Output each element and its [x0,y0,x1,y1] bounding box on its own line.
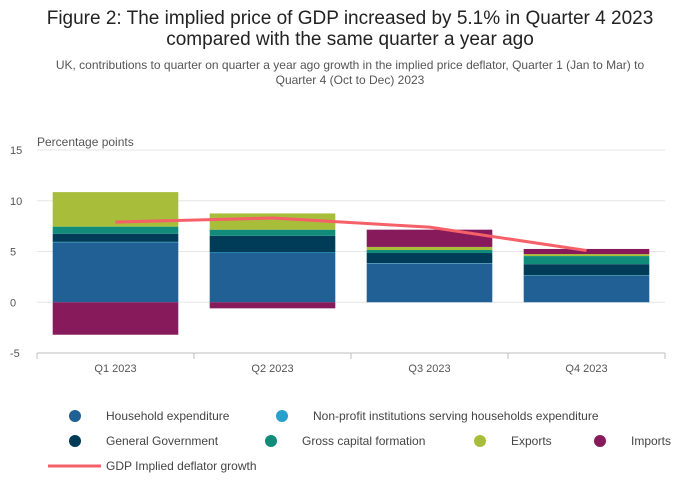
bar-gcf-q2-2023 [209,229,336,236]
legend-swatch-npish [276,410,288,422]
bar-gcf-q3-2023 [366,249,493,254]
bar-household-q2-2023 [209,252,336,303]
x-tick-label: Q2 2023 [251,363,293,375]
y-tick-label: 5 [10,247,16,259]
legend-swatch-exports [474,435,486,447]
y-tick-label: -5 [10,348,20,360]
x-tick-label: Q4 2023 [565,363,607,375]
bars [52,192,650,335]
legend-label-government: General Government [106,434,219,448]
bar-gcf-q4-2023 [523,256,650,265]
chart-title-line-2: compared with the same quarter a year ag… [166,29,534,50]
chart-subtitle-line-1: UK, contributions to quarter on quarter … [56,58,645,72]
bar-exports-q3-2023 [366,246,493,250]
bar-household-q4-2023 [523,275,650,303]
legend-label-deflator: GDP Implied deflator growth [106,459,257,473]
bar-government-q4-2023 [523,264,650,276]
legend-label-imports: Imports [631,434,671,448]
deflator-growth-line [115,216,587,252]
bar-imports-q1-2023 [52,302,179,335]
legend: Household expenditure Non-profit institut… [48,409,671,473]
bar-npish-q3-2023 [366,263,493,264]
bar-gcf-q1-2023 [52,226,179,234]
y-tick-label: 10 [10,196,22,208]
bar-household-q1-2023 [52,242,179,303]
x-tick-label: Q1 2023 [94,363,136,375]
bar-government-q3-2023 [366,253,493,264]
y-tick-label: 15 [10,145,22,157]
deflator-line-layer [115,216,587,252]
legend-label-gcf: Gross capital formation [302,434,425,448]
bar-government-q2-2023 [209,235,336,253]
chart-subtitle-line-2: Quarter 4 (Oct to Dec) 2023 [276,73,425,87]
chart-title-line-1: Figure 2: The implied price of GDP incre… [47,8,654,29]
x-axis: Q1 2023 Q2 2023 Q3 2023 Q4 2023 [36,352,666,375]
bar-imports-q3-2023 [366,229,493,247]
bar-npish-q2-2023 [209,252,336,253]
bar-imports-q2-2023 [209,302,336,309]
legend-swatch-imports [594,435,606,447]
y-axis-unit-label: Percentage points [37,135,134,149]
bar-government-q1-2023 [52,233,179,242]
legend-label-household: Household expenditure [106,409,230,423]
legend-swatch-household [69,410,81,422]
legend-swatch-gcf [265,435,277,447]
legend-label-exports: Exports [511,434,552,448]
y-tick-label: 0 [10,297,16,309]
legend-label-npish: Non-profit institutions serving househol… [313,409,599,423]
bar-exports-q4-2023 [523,254,650,257]
legend-swatch-government [69,435,81,447]
bar-npish-q4-2023 [523,275,650,276]
bar-imports-q4-2023 [523,248,650,255]
bar-household-q3-2023 [366,263,493,303]
x-tick-label: Q3 2023 [408,363,450,375]
bar-npish-q1-2023 [52,241,179,243]
